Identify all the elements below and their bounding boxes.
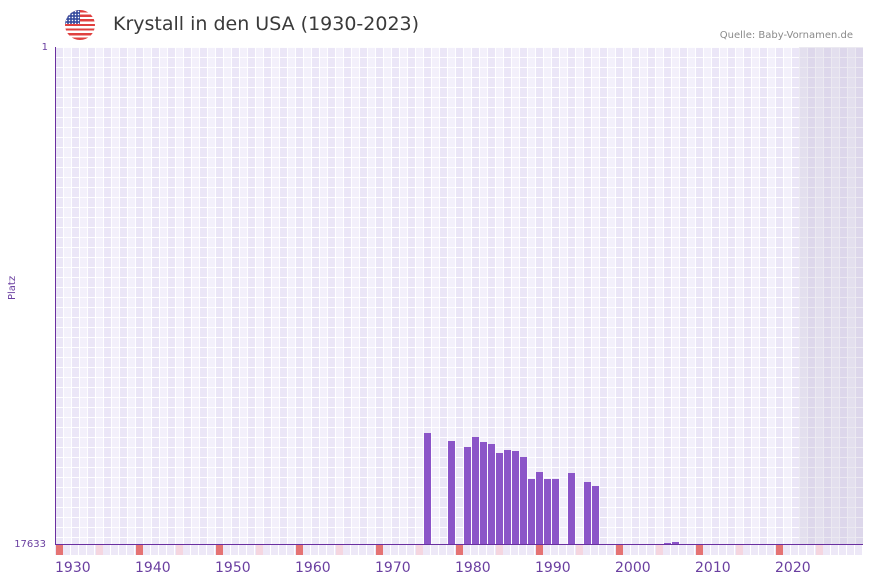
bar-1991[interactable] <box>544 478 551 545</box>
bar-1996[interactable] <box>584 481 591 545</box>
decade-marker <box>536 545 543 555</box>
half-decade-marker <box>736 545 743 555</box>
bar-1981[interactable] <box>464 446 471 545</box>
decade-marker <box>216 545 223 555</box>
decade-marker <box>456 545 463 555</box>
us-flag-icon <box>65 10 95 40</box>
x-tick-1930: 1930 <box>55 560 91 576</box>
x-tick-2010: 2010 <box>695 560 731 576</box>
x-axis-line <box>55 544 863 545</box>
x-tick-1990: 1990 <box>535 560 571 576</box>
half-decade-marker <box>256 545 263 555</box>
bar-1987[interactable] <box>512 450 519 545</box>
y-tick-bottom: 17633 <box>14 539 46 550</box>
bar-2007[interactable] <box>672 542 679 545</box>
x-tick-1940: 1940 <box>135 560 171 576</box>
bar-1976[interactable] <box>424 432 431 545</box>
bar-1994[interactable] <box>568 472 575 545</box>
decade-marker <box>56 545 63 555</box>
decade-marker <box>696 545 703 555</box>
decade-marker <box>296 545 303 555</box>
decade-marker <box>136 545 143 555</box>
x-tick-1980: 1980 <box>455 560 491 576</box>
bar-1986[interactable] <box>504 449 511 545</box>
y-axis-label: Platz <box>7 275 18 300</box>
bar-1982[interactable] <box>472 436 479 545</box>
bar-1988[interactable] <box>520 456 527 545</box>
bar-2006[interactable] <box>664 542 671 545</box>
x-tick-2020: 2020 <box>775 560 811 576</box>
x-tick-1970: 1970 <box>375 560 411 576</box>
source-credit: Quelle: Baby-Vornamen.de <box>719 30 853 41</box>
half-decade-marker <box>576 545 583 555</box>
x-tick-2000: 2000 <box>615 560 651 576</box>
bar-1984[interactable] <box>488 443 495 545</box>
plot-area <box>55 47 863 545</box>
chart-header: Krystall in den USA (1930-2023) Quelle: … <box>0 0 873 46</box>
half-decade-marker <box>496 545 503 555</box>
bar-1990[interactable] <box>536 471 543 545</box>
bar-1979[interactable] <box>448 440 455 545</box>
y-axis-line <box>55 47 56 546</box>
bar-1997[interactable] <box>592 485 599 545</box>
half-decade-marker <box>416 545 423 555</box>
half-decade-marker <box>816 545 823 555</box>
bar-1985[interactable] <box>496 452 503 545</box>
half-decade-marker <box>336 545 343 555</box>
half-decade-marker <box>656 545 663 555</box>
y-tick-top: 1 <box>41 42 48 53</box>
bar-1992[interactable] <box>552 478 559 545</box>
decade-marker <box>376 545 383 555</box>
decade-marker <box>776 545 783 555</box>
bar-1983[interactable] <box>480 441 487 545</box>
x-tick-1950: 1950 <box>215 560 251 576</box>
half-decade-marker <box>96 545 103 555</box>
future-shaded-region <box>799 47 863 545</box>
half-decade-marker <box>176 545 183 555</box>
chart-title: Krystall in den USA (1930-2023) <box>113 13 420 35</box>
x-tick-1960: 1960 <box>295 560 331 576</box>
bar-1989[interactable] <box>528 478 535 545</box>
decade-marker <box>616 545 623 555</box>
